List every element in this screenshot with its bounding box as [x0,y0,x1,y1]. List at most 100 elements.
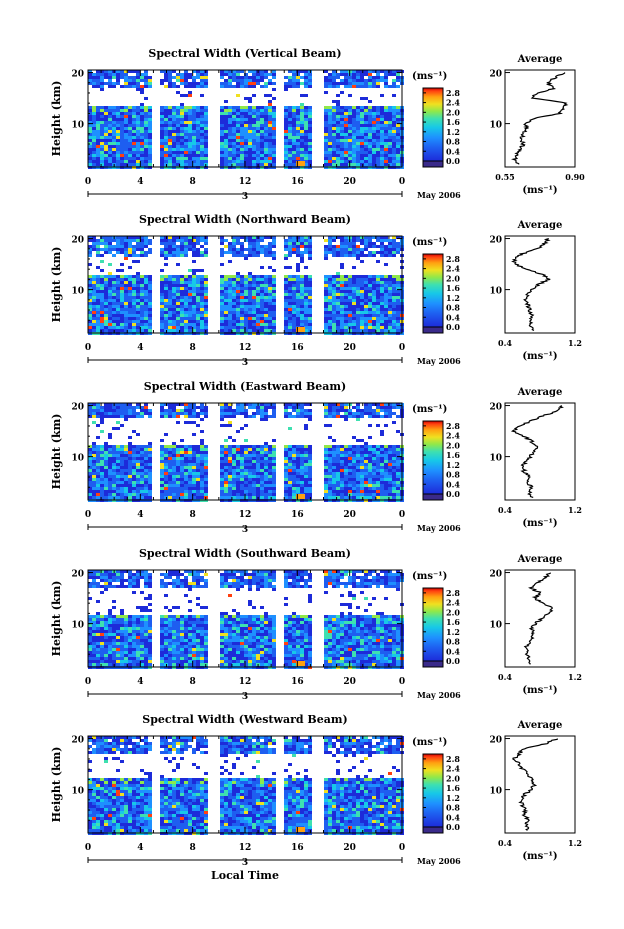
heatmap-cell [336,154,340,157]
heatmap-cell [296,251,300,254]
heatmap-cell [308,257,312,260]
heatmap-cell [332,454,336,457]
heatmap-cell [308,412,312,415]
heatmap-cell [232,323,236,326]
heatmap-cell [284,308,288,311]
heatmap-cell [172,403,176,406]
heatmap-cell [252,454,256,457]
average-title: Average [517,54,563,65]
heatmap-cell [168,412,172,415]
heatmap-cell [308,76,312,79]
heatmap-cell [296,269,300,272]
heatmap-cell [364,287,368,290]
heatmap-cell [132,314,136,317]
heatmap-cell [232,121,236,124]
heatmap-cell [228,460,232,463]
heatmap-cell [364,323,368,326]
heatmap-cell [292,154,296,157]
heatmap-cell [184,118,188,121]
heatmap-cell [180,82,184,85]
heatmap-cell [360,463,364,466]
heatmap-cell [176,299,180,302]
heatmap-cell [292,406,296,409]
heatmap-cell [328,133,332,136]
heatmap-cell [88,160,92,163]
heatmap-cell [144,463,148,466]
heatmap-cell [292,463,296,466]
heatmap-cell [192,311,196,314]
heatmap-cell [360,284,364,287]
heatmap-cell [184,296,188,299]
heatmap-cell [220,287,224,290]
heatmap-cell [368,457,372,460]
heatmap-cell [288,160,292,163]
heatmap-cell [164,142,168,145]
heatmap-cell [340,326,344,329]
heatmap-cell [96,79,100,82]
heatmap-cell [344,130,348,133]
heatmap-cell [104,163,108,166]
y-tick-label: 20 [71,70,84,80]
heatmap-cell [340,245,344,248]
heatmap-cell [296,460,300,463]
heatmap-cell [288,127,292,130]
heatmap-cell [160,148,164,151]
heatmap-cell [228,320,232,323]
heatmap-cell [364,109,368,112]
heatmap-cell [96,142,100,145]
heatmap-cell [332,157,336,160]
heatmap-cell [124,415,128,418]
heatmap-cell [188,466,192,469]
heatmap-cell [396,460,400,463]
heatmap-cell [184,139,188,142]
heatmap-cell [304,82,308,85]
heatmap-cell [140,290,144,293]
heatmap-cell [108,136,112,139]
heatmap-cell [220,463,224,466]
heatmap-cell [304,142,308,145]
heatmap-cell [300,124,304,127]
heatmap-cell [196,460,200,463]
heatmap-cell [196,451,200,454]
heatmap-cell [160,290,164,293]
heatmap-cell [304,266,308,269]
heatmap-cell [196,127,200,130]
heatmap-cell [380,251,384,254]
heatmap-cell [296,127,300,130]
heatmap-cell [188,460,192,463]
heatmap-cell [128,151,132,154]
heatmap-cell [88,82,92,85]
heatmap-cell [132,239,136,242]
heatmap-cell [268,127,272,130]
heatmap-cell [304,124,308,127]
heatmap-cell [160,109,164,112]
heatmap-cell [92,275,96,278]
heatmap-cell [372,133,376,136]
heatmap-cell [116,281,120,284]
heatmap-cell [100,242,104,245]
heatmap-cell [292,451,296,454]
heatmap-cell [368,124,372,127]
heatmap-cell [192,314,196,317]
heatmap-cell [360,329,364,332]
heatmap-cell [144,239,148,242]
heatmap-cell [192,290,196,293]
heatmap-cell [232,133,236,136]
heatmap-cell [256,311,260,314]
heatmap-cell [268,148,272,151]
heatmap-cell [176,281,180,284]
heatmap-cell [232,284,236,287]
heatmap-cell [228,148,232,151]
heatmap-cell [284,415,288,418]
heatmap-cell [144,472,148,475]
heatmap-cell [284,457,288,460]
heatmap-cell [364,139,368,142]
heatmap-cell [116,421,120,424]
heatmap-cell [96,281,100,284]
heatmap-cell [248,326,252,329]
heatmap-cell [392,275,396,278]
heatmap-cell [344,157,348,160]
heatmap-cell [180,466,184,469]
heatmap-cell [188,239,192,242]
heatmap-cell [124,475,128,478]
